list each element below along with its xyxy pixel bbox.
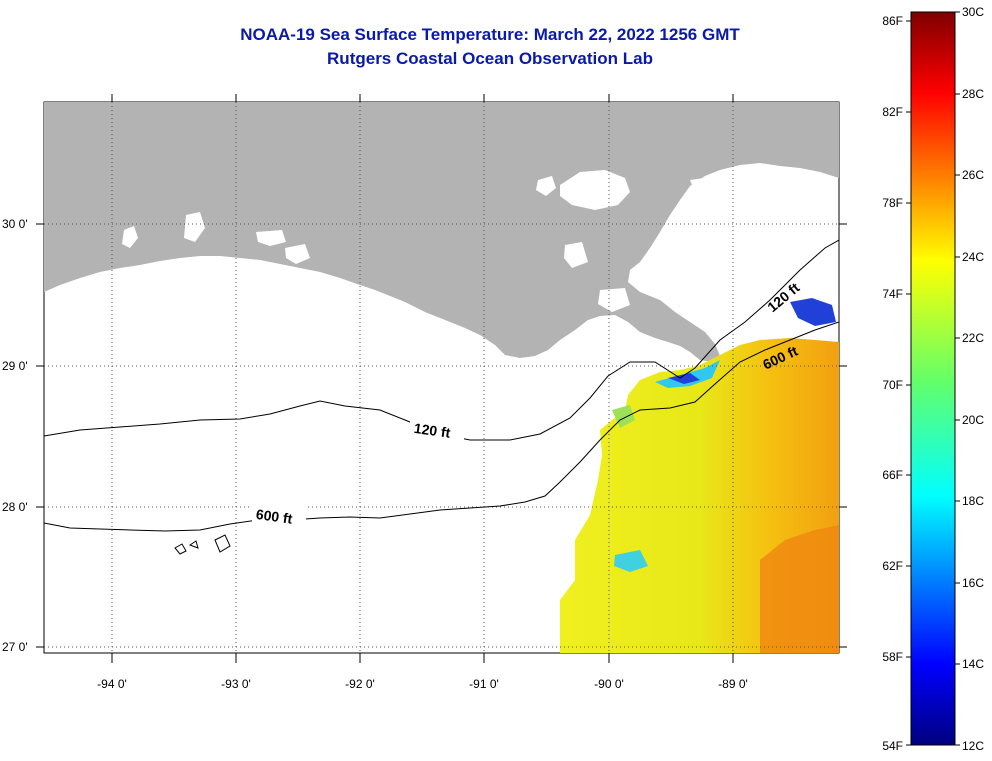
colorbar-label-f: 86F — [882, 14, 903, 28]
colorbar — [910, 11, 956, 746]
lon-label: -92 0' — [345, 677, 375, 691]
graticule — [44, 102, 839, 653]
lat-label: 29 0' — [2, 359, 28, 373]
lon-label: -90 0' — [594, 677, 624, 691]
lat-label: 28 0' — [2, 500, 28, 514]
colorbar-label-c: 28C — [962, 87, 984, 101]
contour-islet — [174, 543, 187, 555]
map-title: NOAA-19 Sea Surface Temperature: March 2… — [240, 25, 740, 44]
colorbar-label-c: 24C — [962, 250, 984, 264]
lon-label: -89 0' — [718, 677, 748, 691]
colorbar-label-f: 74F — [882, 287, 903, 301]
colorbar-label-c: 16C — [962, 576, 984, 590]
sst-cold-patch — [790, 298, 836, 326]
grand-lake — [256, 230, 286, 246]
colorbar-label-c: 30C — [962, 5, 984, 19]
barataria-bay — [598, 288, 630, 312]
lat-label: 30 0' — [2, 217, 28, 231]
colorbar-label-c: 20C — [962, 413, 984, 427]
white-lake — [184, 212, 205, 242]
sst-warm-patch — [760, 525, 839, 653]
colorbar-label-c: 26C — [962, 168, 984, 182]
colorbar-label-c: 14C — [962, 657, 984, 671]
land-mass — [44, 102, 839, 362]
colorbar-ticks — [906, 11, 960, 746]
lake-maurepas — [536, 176, 556, 196]
contour-label: 600 ft — [255, 506, 294, 527]
colorbar-label-f: 78F — [882, 196, 903, 210]
atchafalaya-bay — [285, 244, 310, 264]
colorbar-label-f: 54F — [882, 739, 903, 753]
lon-label: -91 0' — [469, 677, 499, 691]
calcasieu-lake — [122, 226, 138, 248]
colorbar-label-c: 12C — [962, 739, 984, 753]
colorbar-label-f: 82F — [882, 105, 903, 119]
colorbar-label-f: 66F — [882, 468, 903, 482]
contour-islet — [188, 540, 199, 549]
sst-cool-patch — [614, 550, 648, 572]
colorbar-label-c: 18C — [962, 494, 984, 508]
lat-label: 27 0' — [2, 640, 28, 654]
lake-pontchartrain — [560, 170, 630, 210]
lon-label: -93 0' — [221, 677, 251, 691]
colorbar-label-f: 70F — [882, 378, 903, 392]
colorbar-label-f: 62F — [882, 559, 903, 573]
contour-120ft-line — [44, 239, 839, 441]
contour-600ft-line — [44, 321, 839, 532]
map-subtitle: Rutgers Coastal Ocean Observation Lab — [327, 49, 653, 68]
contour-islet — [214, 534, 231, 553]
chandeleur-sound — [668, 170, 825, 300]
lake-salvador — [564, 242, 588, 268]
colorbar-label-f: 58F — [882, 650, 903, 664]
colorbar-label-c: 22C — [962, 331, 984, 345]
breton-sound — [655, 255, 700, 312]
lon-label: -94 0' — [97, 677, 127, 691]
sst-cold-patch — [668, 373, 700, 384]
axis-ticks — [36, 94, 847, 663]
contour-label: 120 ft — [413, 420, 452, 441]
